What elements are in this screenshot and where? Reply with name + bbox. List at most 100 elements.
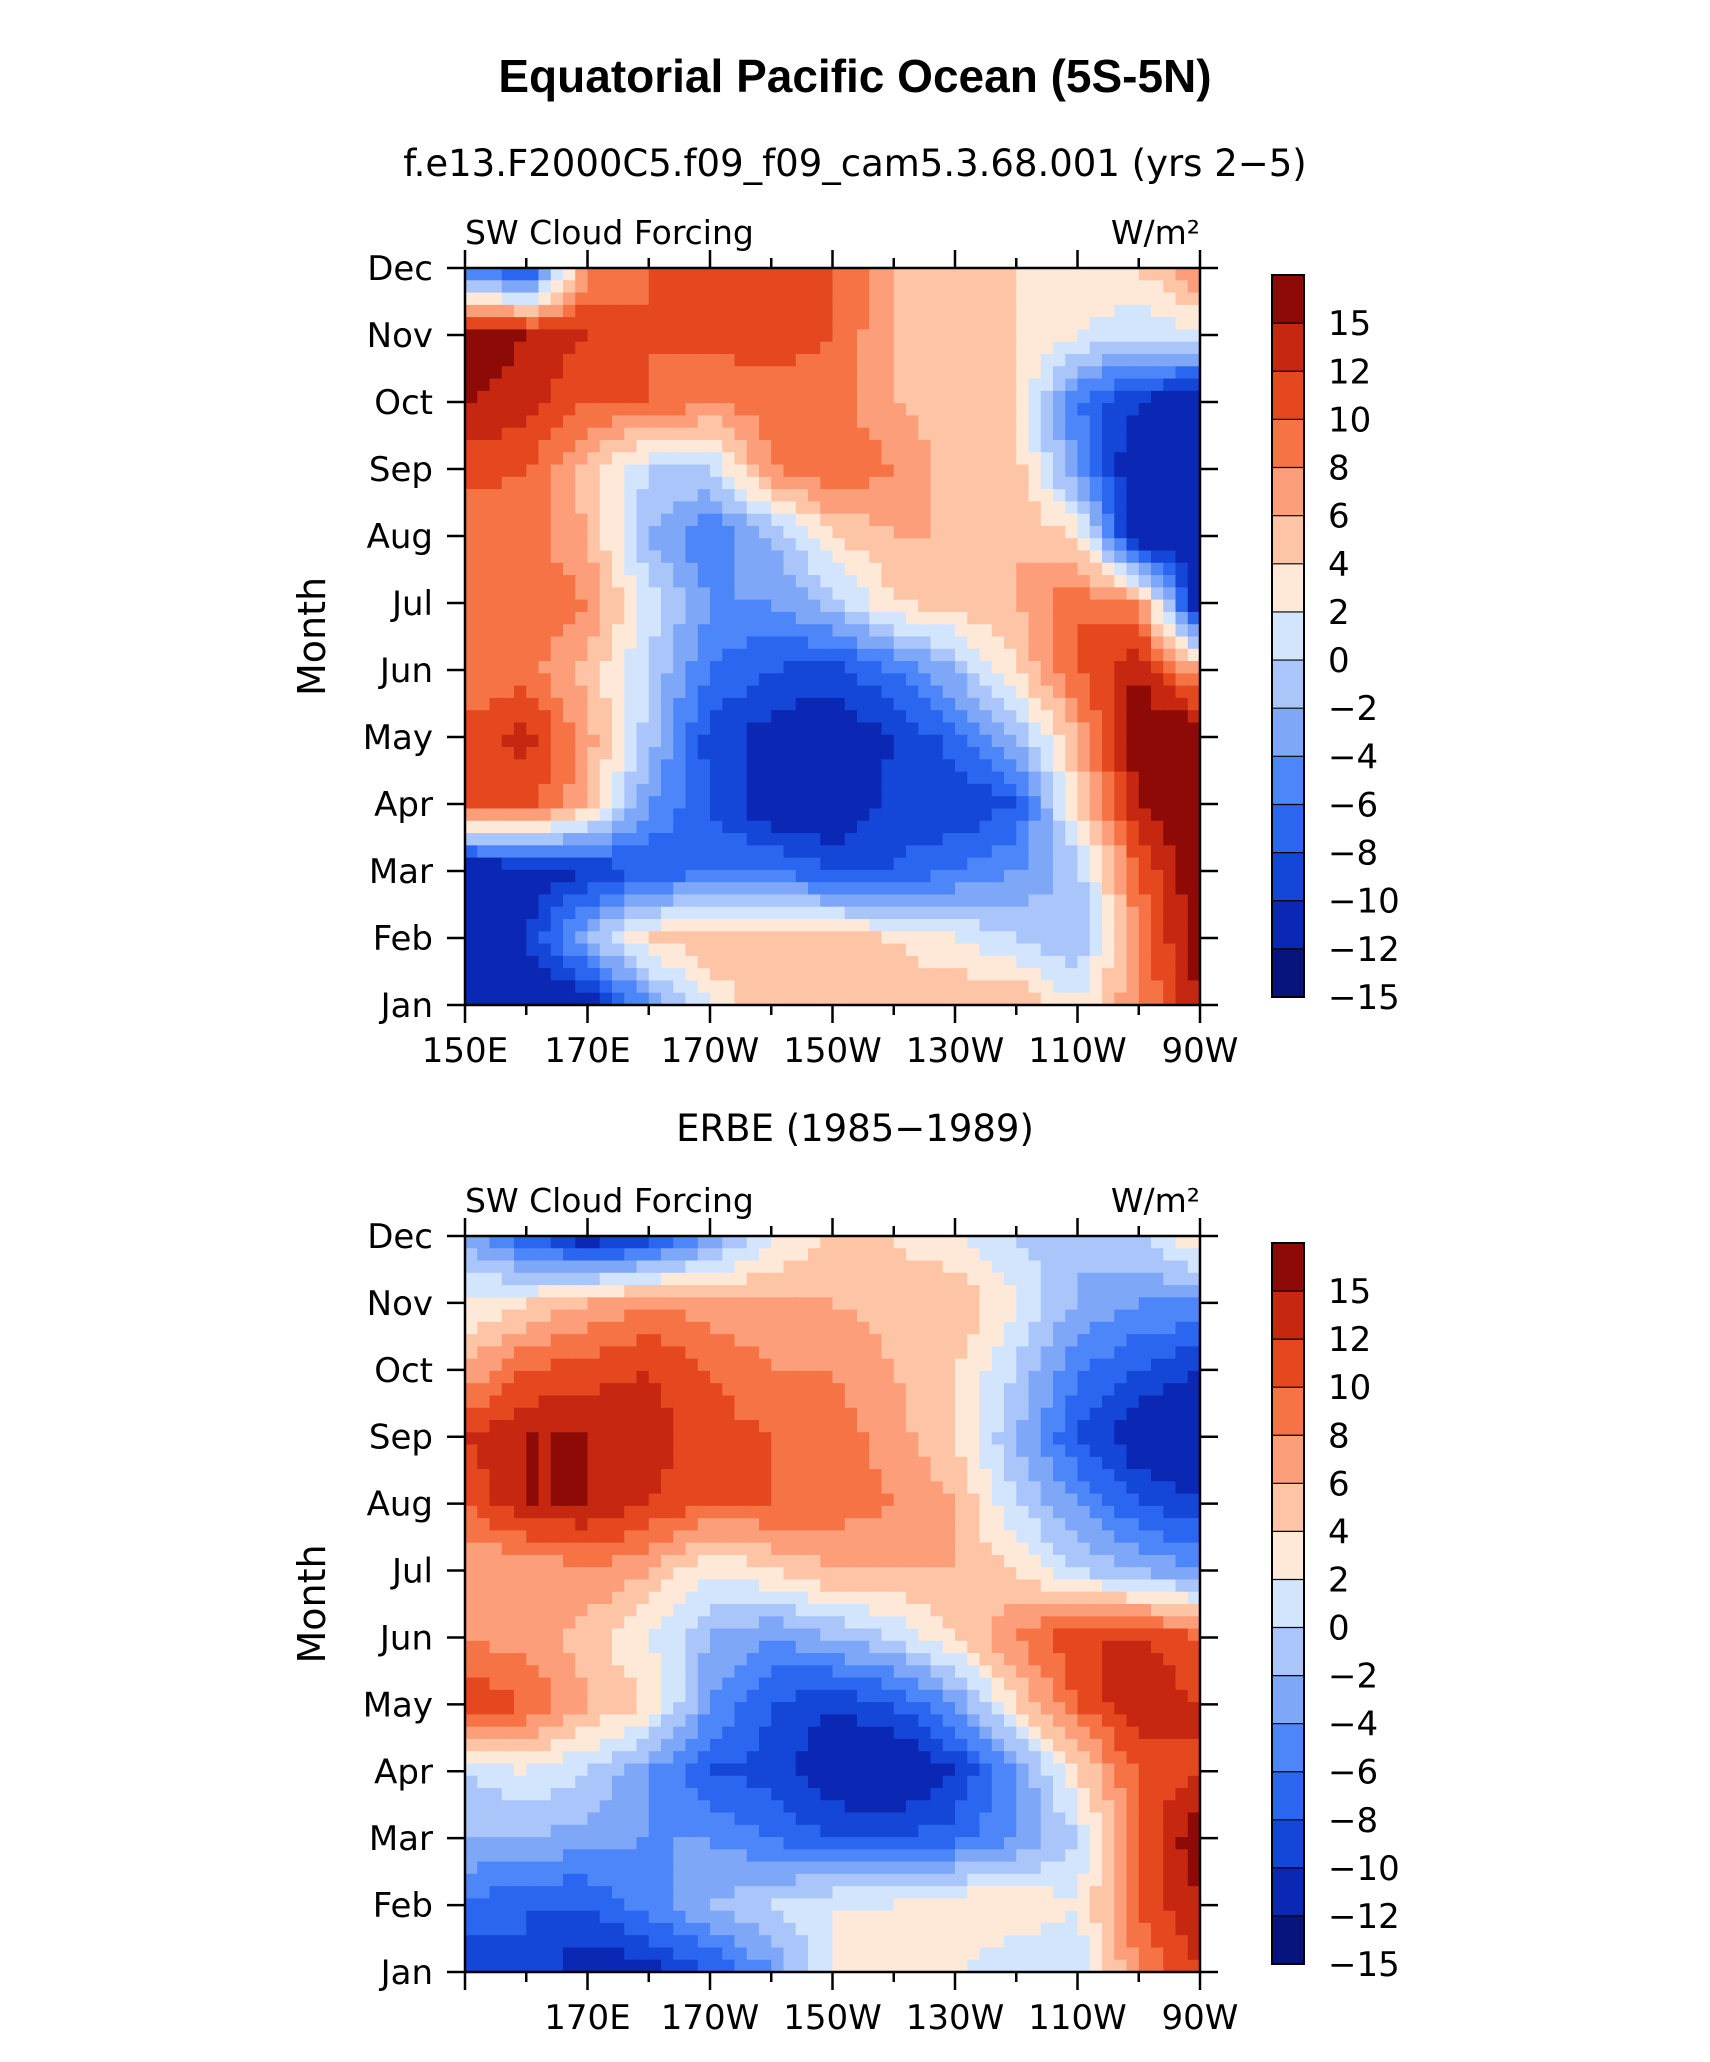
contour-cell [795, 673, 809, 687]
contour-cell [991, 378, 1005, 392]
contour-cell [1151, 1358, 1164, 1372]
contour-cell [1126, 771, 1140, 785]
contour-cell [1151, 550, 1164, 564]
contour-cell [550, 292, 564, 306]
contour-cell [501, 1395, 515, 1409]
contour-cell [1040, 1297, 1054, 1311]
contour-cell [759, 317, 772, 331]
contour-cell [820, 1456, 834, 1470]
contour-cell [1077, 1297, 1091, 1311]
contour-cell [648, 476, 662, 490]
contour-cell [1077, 1456, 1091, 1470]
contour-cell [575, 366, 589, 380]
contour-cell [575, 476, 589, 490]
contour-cell [1175, 1285, 1189, 1299]
contour-cell [489, 452, 503, 466]
contour-cell [563, 1297, 576, 1311]
contour-cell [955, 783, 968, 797]
contour-cell [1114, 771, 1128, 785]
contour-cell [881, 415, 895, 429]
contour-cell [1028, 1456, 1042, 1470]
contour-cell [489, 833, 503, 847]
contour-cell [1004, 587, 1017, 601]
contour-cell [636, 452, 650, 466]
contour-cell [857, 1285, 870, 1299]
contour-cell [906, 599, 919, 613]
contour-cell [722, 304, 736, 318]
contour-cell [514, 341, 527, 355]
contour-cell [501, 722, 515, 736]
contour-cell [1028, 366, 1042, 380]
contour-cell [955, 378, 968, 392]
contour-cell [1102, 1395, 1115, 1409]
contour-cell [538, 697, 552, 711]
contour-cell [942, 857, 956, 871]
contour-cell [661, 1469, 674, 1483]
contour-cell [881, 919, 895, 932]
contour-cell [746, 710, 760, 724]
contour-cell [697, 685, 711, 699]
contour-cell [844, 919, 858, 932]
contour-cell [648, 525, 662, 539]
contour-cell [881, 1272, 895, 1286]
contour-cell [489, 599, 503, 613]
contour-cell [1102, 476, 1115, 490]
contour-cell [832, 968, 846, 982]
contour-cell [759, 378, 772, 392]
contour-cell [783, 1420, 797, 1433]
contour-cell [1028, 341, 1042, 355]
contour-cell [942, 1358, 956, 1372]
contour-cell [1004, 599, 1017, 613]
contour-cell [930, 1236, 944, 1249]
contour-cell [918, 329, 932, 343]
contour-cell [612, 1358, 625, 1372]
contour-cell [808, 1346, 821, 1360]
contour-cell [942, 1444, 956, 1458]
contour-cell [893, 415, 907, 429]
contour-cell [942, 341, 956, 355]
contour-cell [722, 648, 736, 662]
contour-cell [661, 304, 674, 318]
contour-cell [1004, 1297, 1017, 1311]
contour-cell [673, 562, 687, 576]
contour-cell [979, 636, 993, 650]
contour-cell [526, 771, 540, 785]
contour-cell [942, 562, 956, 576]
contour-cell [477, 1407, 491, 1421]
contour-cell [869, 1297, 883, 1311]
contour-cell [1040, 980, 1054, 994]
contour-cell [1138, 869, 1152, 883]
contour-cell [1114, 1444, 1128, 1458]
contour-cell [1040, 1444, 1054, 1458]
contour-cell [587, 968, 601, 982]
contour-cell [820, 1236, 834, 1249]
contour-cell [918, 943, 932, 957]
contour-cell [710, 1358, 723, 1372]
contour-cell [881, 833, 895, 847]
contour-cell [587, 1444, 601, 1458]
contour-cell [673, 476, 687, 490]
contour-cell [771, 1260, 785, 1274]
contour-cell [538, 1297, 552, 1311]
contour-cell [979, 599, 993, 613]
contour-cell [489, 1493, 503, 1507]
contour-cell [722, 1285, 736, 1299]
contour-cell [514, 1432, 527, 1446]
contour-cell [722, 636, 736, 650]
contour-cell [1004, 366, 1017, 380]
contour-cell [722, 771, 736, 785]
contour-cell [1138, 390, 1152, 404]
contour-cell [1016, 697, 1030, 711]
contour-cell [1163, 489, 1177, 503]
contour-cell [563, 968, 576, 982]
contour-cell [918, 955, 932, 969]
contour-cell [575, 1260, 589, 1274]
contour-cell [906, 341, 919, 355]
contour-cell [648, 1395, 662, 1409]
contour-cell [832, 1309, 846, 1323]
contour-cell [1126, 857, 1140, 871]
contour-cell [1175, 268, 1189, 281]
contour-cell [526, 636, 540, 650]
contour-cell [942, 378, 956, 392]
contour-cell [844, 734, 858, 748]
